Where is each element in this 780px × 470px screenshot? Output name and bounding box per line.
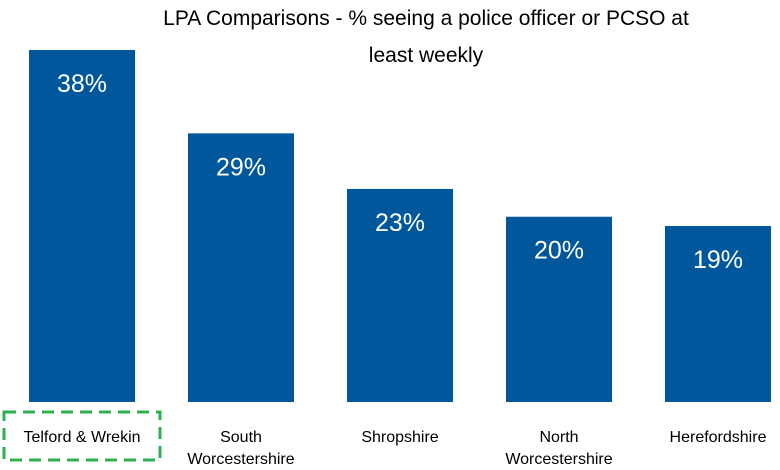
bar	[188, 133, 294, 403]
bar	[29, 50, 135, 402]
category-label: South	[220, 429, 262, 446]
chart-title-line: LPA Comparisons - % seeing a police offi…	[163, 7, 689, 30]
highlight	[2, 410, 162, 462]
bar-value-label: 20%	[534, 237, 584, 265]
category-label: Telford & Wrekin	[23, 429, 140, 446]
bars: 38% 29% 23% 20% 19%	[29, 50, 771, 403]
highlight-box	[2, 410, 162, 462]
category-label: Worcestershire	[187, 451, 294, 468]
category-labels: Telford & Wrekin South Worcestershire Shrop…	[23, 429, 766, 468]
category-label: Worcestershire	[505, 451, 612, 468]
bar	[347, 188, 453, 402]
bar-value-label: 23%	[375, 209, 425, 237]
chart-title-line: least weekly	[369, 44, 484, 67]
bar-value-label: 19%	[693, 246, 743, 274]
category-label: Shropshire	[361, 429, 438, 446]
bar-value-label: 38%	[57, 70, 107, 98]
category-label: North	[539, 429, 578, 446]
bar	[506, 216, 612, 402]
chart-title: LPA Comparisons - % seeing a police offi…	[163, 7, 689, 67]
bar-value-label: 29%	[216, 153, 266, 181]
category-label: Herefordshire	[670, 429, 767, 446]
bar	[665, 226, 771, 402]
